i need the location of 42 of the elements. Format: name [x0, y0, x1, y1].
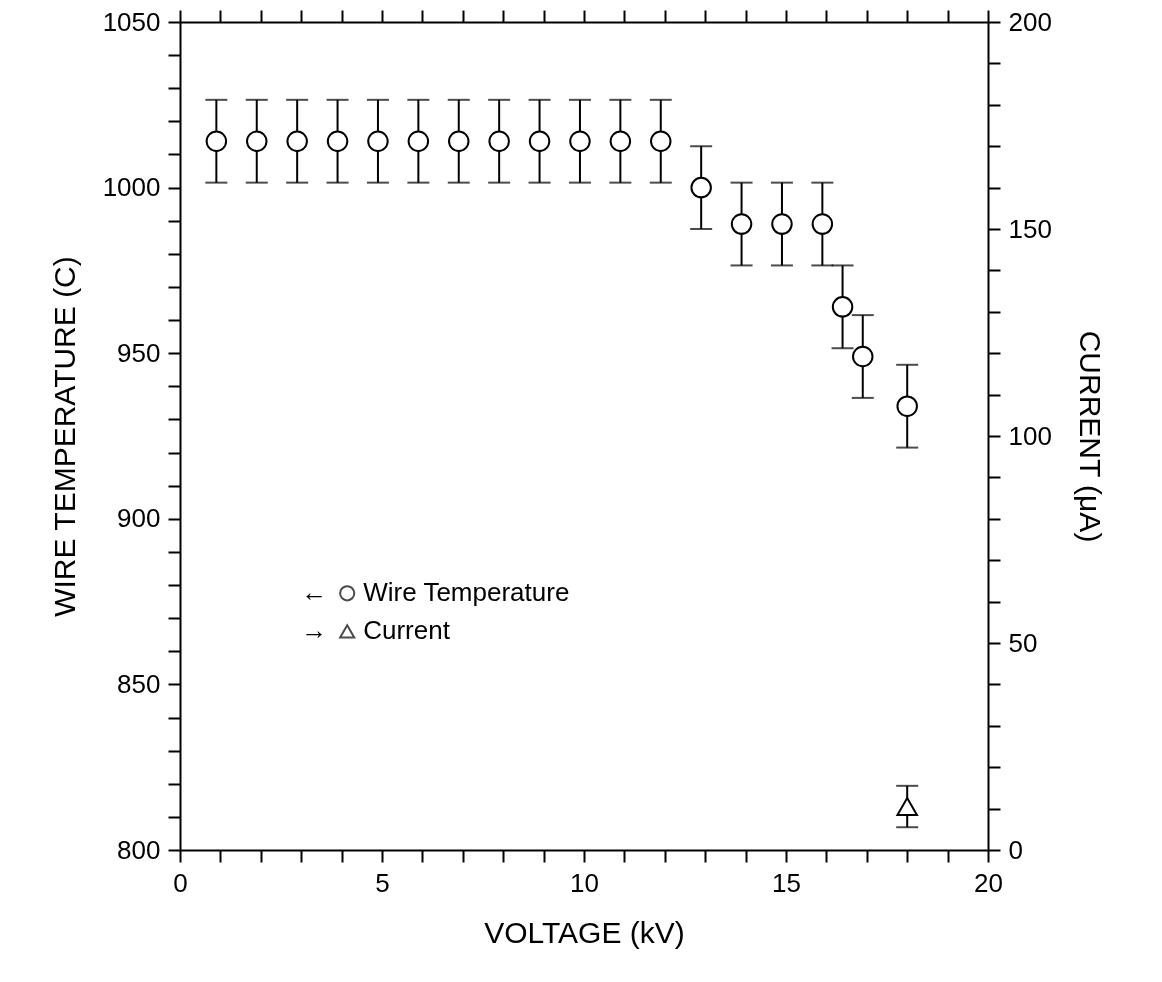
y-axis-title: WIRE TEMPERATURE (C) [47, 256, 81, 617]
point [407, 130, 430, 152]
point [286, 130, 308, 152]
y-tick-label: 800 [117, 834, 161, 865]
x-tick-label: 5 [375, 867, 390, 898]
point [852, 345, 874, 368]
y2-tick-label: 150 [1008, 213, 1052, 244]
point [246, 130, 268, 152]
x-axis-title: VOLTAGE (kV) [484, 915, 685, 949]
y2-tick-label: 200 [1008, 6, 1052, 37]
point [650, 130, 672, 152]
point [896, 395, 918, 417]
point [831, 296, 854, 318]
y2-tick-label: 50 [1008, 627, 1038, 658]
x-tick-label: 15 [772, 867, 801, 898]
point [609, 130, 632, 152]
y-tick-label: 900 [117, 503, 161, 534]
y2-tick-label: 100 [1008, 420, 1052, 451]
point [367, 130, 389, 152]
y-tick-label: 950 [117, 337, 161, 368]
x-tick-label: 0 [173, 867, 188, 898]
y-tick-label: 1000 [102, 172, 161, 203]
point [730, 213, 753, 235]
point [690, 176, 712, 199]
y-tick-label: 1050 [102, 6, 161, 37]
x-tick-label: 20 [974, 867, 1003, 898]
x-tick-label: 10 [570, 867, 599, 898]
point [811, 213, 834, 235]
point [771, 213, 793, 235]
y-tick-label: 850 [117, 668, 161, 699]
annotation: → [301, 615, 328, 646]
point [528, 130, 551, 152]
point [205, 130, 228, 152]
y2-axis-title: CURRENT (μA) [1073, 330, 1107, 543]
annotation: ← [301, 577, 328, 608]
point [448, 130, 470, 152]
point [326, 130, 349, 152]
legend-label: Wire Temperature [363, 577, 570, 608]
point [488, 130, 510, 152]
legend-label: Current [363, 615, 451, 646]
point [569, 130, 591, 152]
y2-tick-label: 0 [1008, 834, 1023, 865]
